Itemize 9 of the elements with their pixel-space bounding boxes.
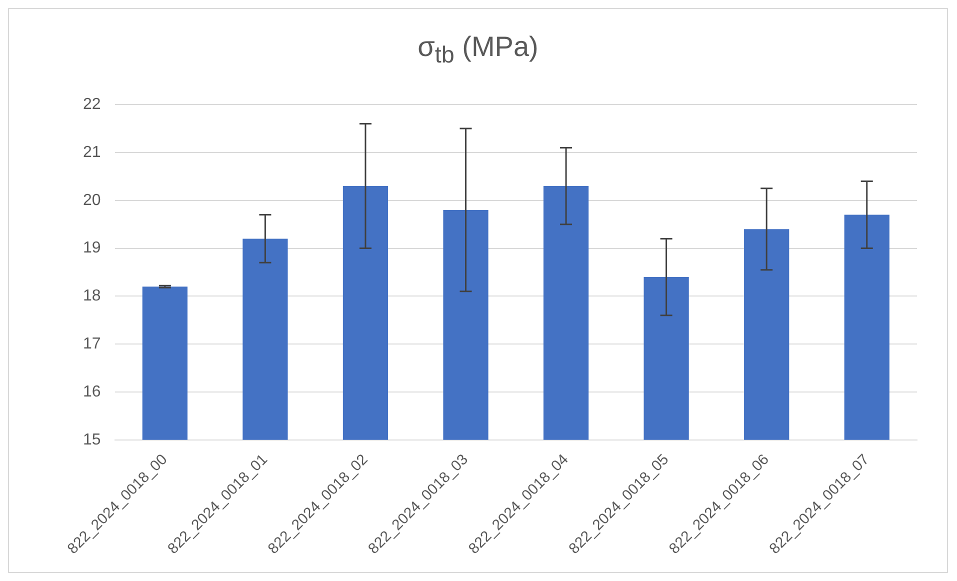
y-tick-label: 22: [83, 96, 101, 114]
y-tick-label: 21: [83, 144, 101, 161]
y-tick-label: 20: [83, 192, 101, 209]
chart-title: σ$_{tb}$ (MPa): [416, 30, 540, 70]
y-tick-label: 19: [83, 240, 101, 257]
y-tick-label: 16: [83, 383, 101, 400]
y-tick-label: 18: [83, 288, 101, 305]
y-tick-label: 17: [83, 336, 101, 352]
y-tick-label: 15: [83, 431, 101, 448]
